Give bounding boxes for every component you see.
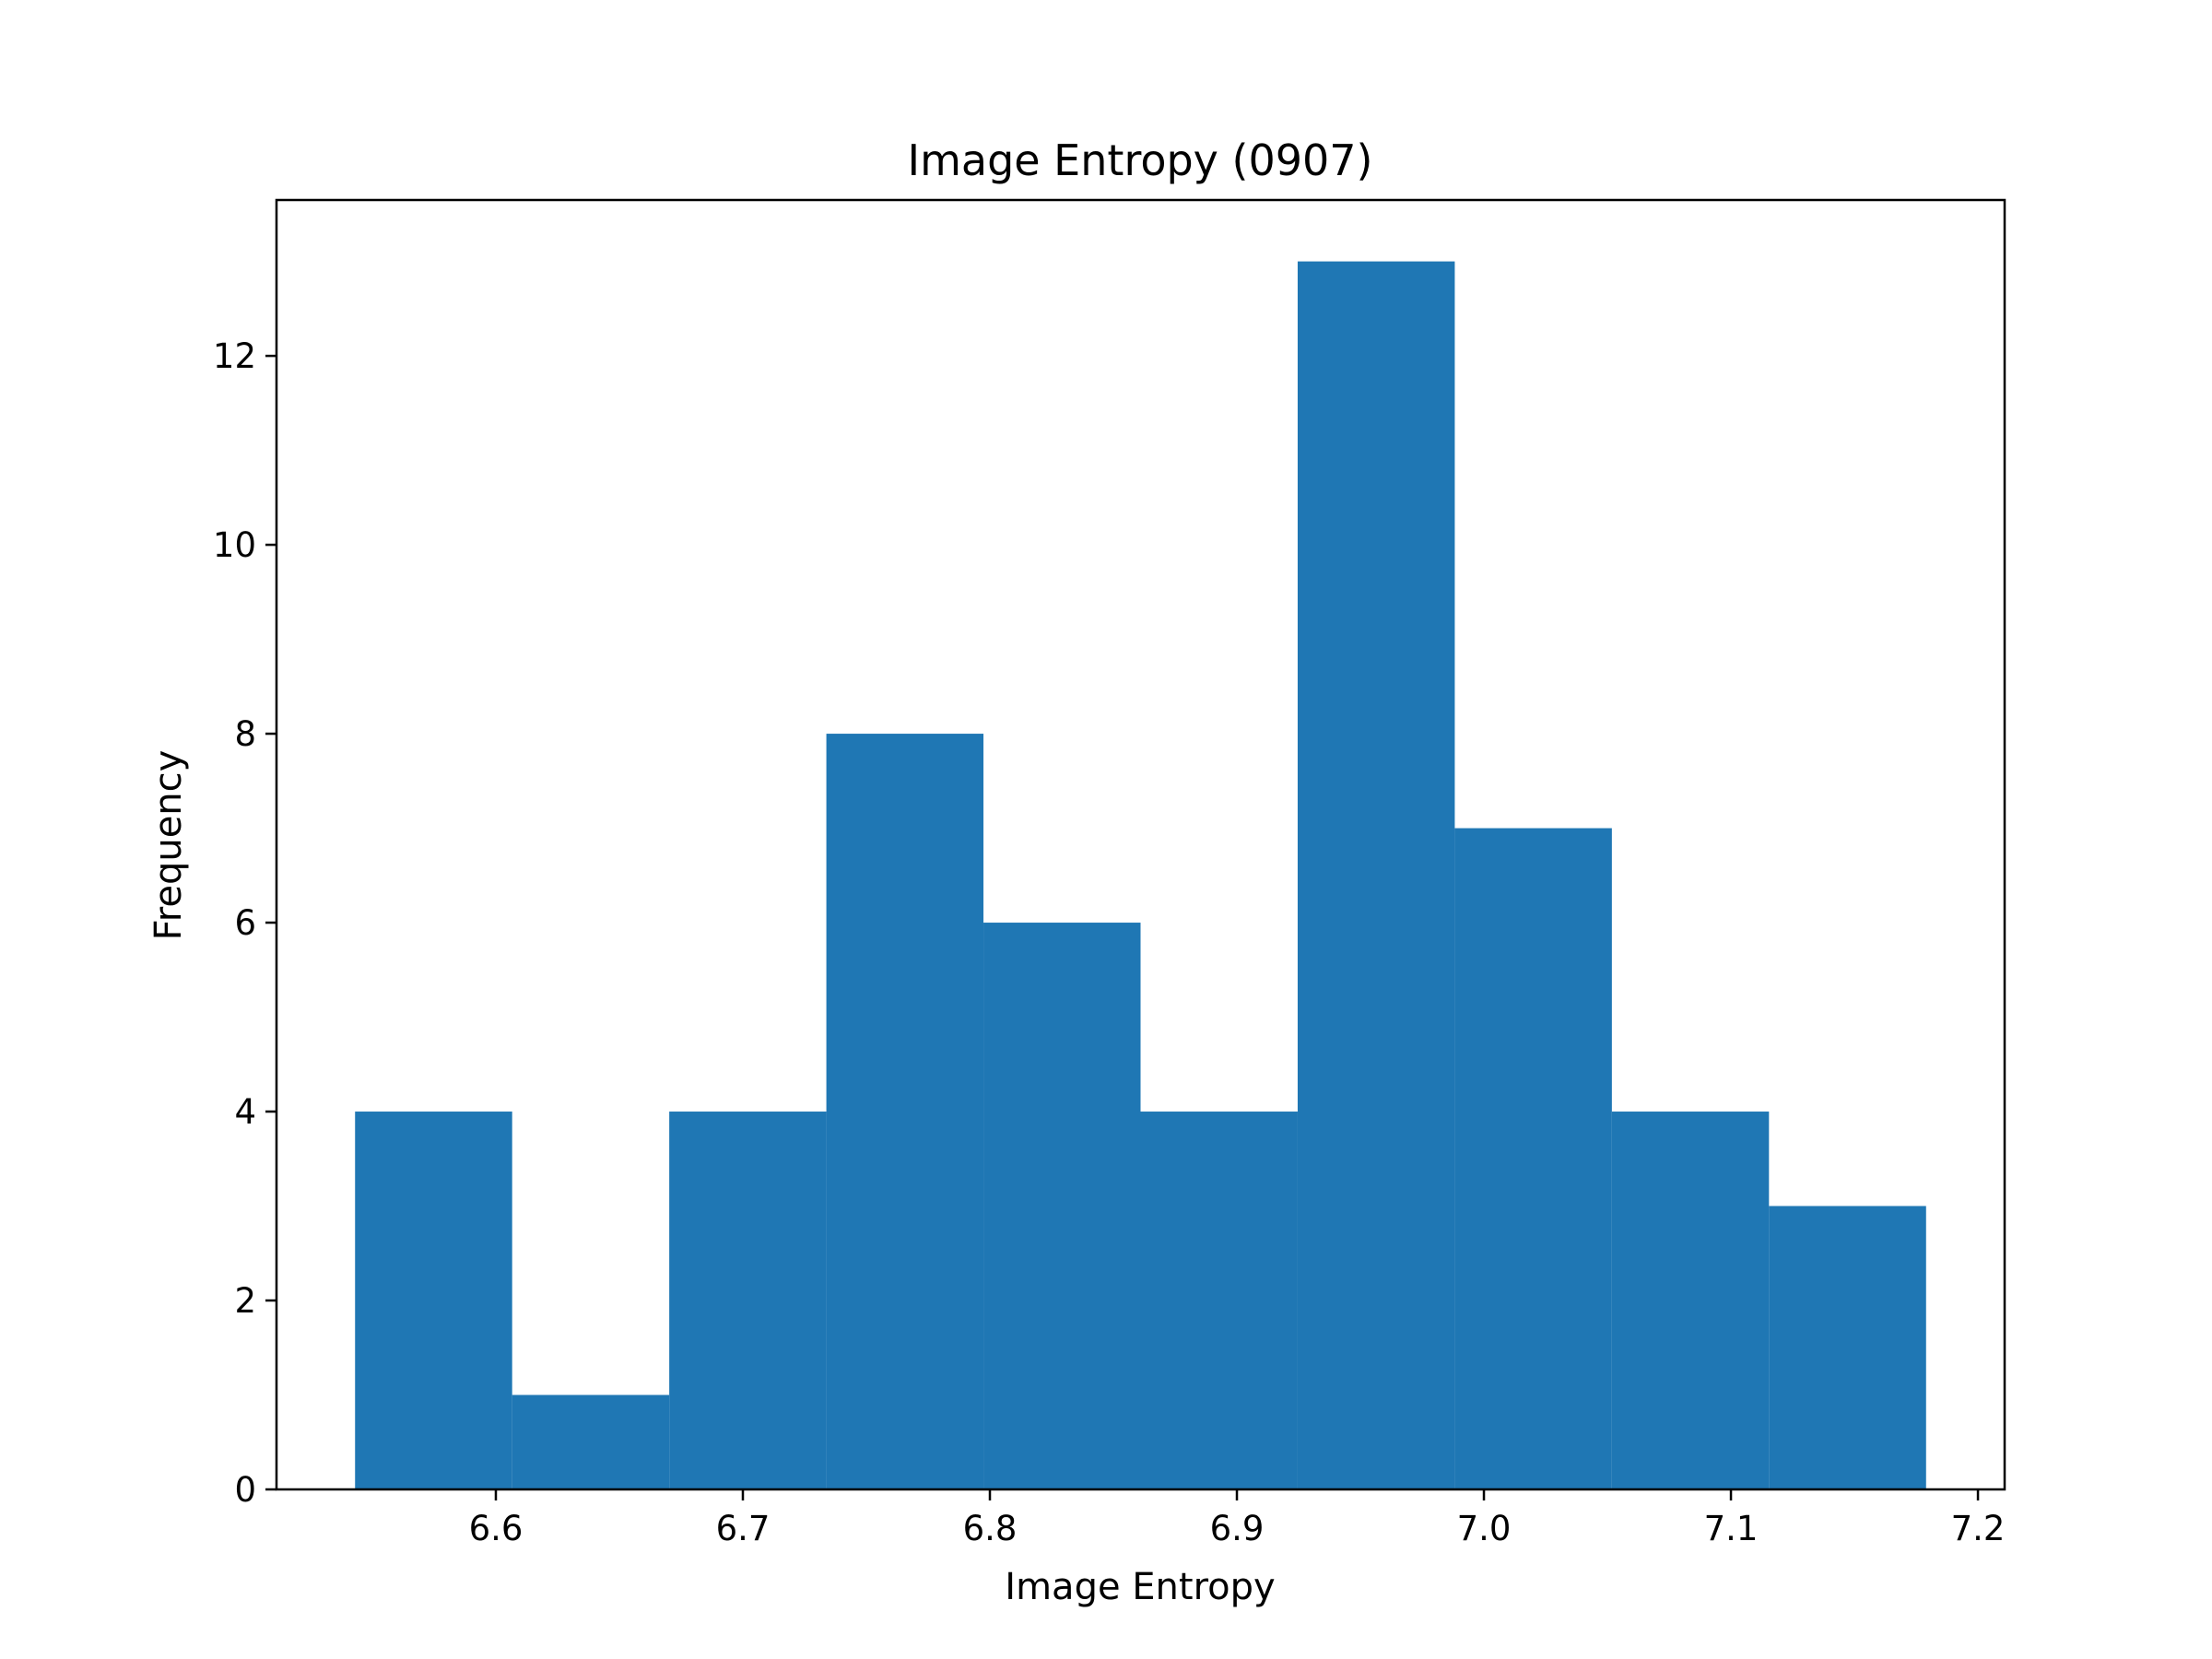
- histogram-bar: [669, 1112, 827, 1489]
- histogram-bar: [1140, 1112, 1298, 1489]
- x-tick-label: 7.1: [1704, 1509, 1759, 1548]
- x-tick-label: 6.8: [963, 1509, 1018, 1548]
- histogram-bar: [512, 1394, 670, 1489]
- x-tick-label: 6.7: [716, 1509, 771, 1548]
- x-tick-label: 7.2: [1951, 1509, 2006, 1548]
- histogram-bar: [983, 923, 1141, 1489]
- x-axis-ticks: 6.6 6.7 6.8 6.9 7.0 7.1 7.2: [469, 1489, 2006, 1548]
- y-axis-ticks: 0 2 4 6 8 10 12: [213, 336, 276, 1510]
- x-tick-label: 7.0: [1457, 1509, 1512, 1548]
- y-tick-label: 12: [213, 336, 256, 376]
- y-tick-label: 8: [234, 714, 256, 754]
- y-tick-label: 0: [234, 1470, 256, 1510]
- histogram-bar: [1769, 1206, 1926, 1489]
- y-tick-label: 10: [213, 525, 256, 565]
- bars-group: [355, 261, 1926, 1490]
- y-tick-label: 4: [234, 1092, 256, 1132]
- histogram-bar: [826, 734, 984, 1489]
- x-tick-label: 6.9: [1210, 1509, 1265, 1548]
- histogram-bar: [1297, 261, 1455, 1490]
- histogram-bar: [1454, 828, 1612, 1489]
- y-tick-label: 2: [234, 1281, 256, 1321]
- y-tick-label: 6: [234, 903, 256, 943]
- plot-frame: [275, 198, 2006, 1491]
- histogram-bar: [355, 1112, 512, 1489]
- x-tick-label: 6.6: [469, 1509, 524, 1548]
- chart-title: Image Entropy (0907): [908, 135, 1373, 185]
- y-axis-label: Frequency: [147, 750, 190, 941]
- histogram-bar: [1611, 1112, 1770, 1489]
- x-axis-label: Image Entropy: [1005, 1566, 1275, 1608]
